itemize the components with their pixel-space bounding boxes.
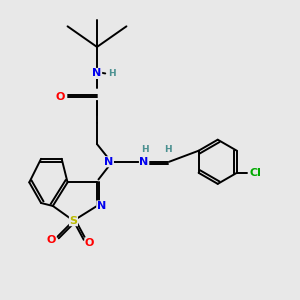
Text: O: O [85, 238, 94, 248]
Text: H: H [108, 69, 116, 78]
Text: S: S [69, 216, 77, 226]
Text: N: N [92, 68, 102, 78]
Text: O: O [47, 235, 56, 245]
Text: Cl: Cl [249, 168, 261, 178]
Text: O: O [56, 92, 65, 102]
Text: H: H [141, 145, 148, 154]
Text: N: N [140, 157, 149, 167]
Text: N: N [104, 157, 113, 167]
Text: H: H [164, 145, 172, 154]
Text: N: N [97, 201, 106, 211]
